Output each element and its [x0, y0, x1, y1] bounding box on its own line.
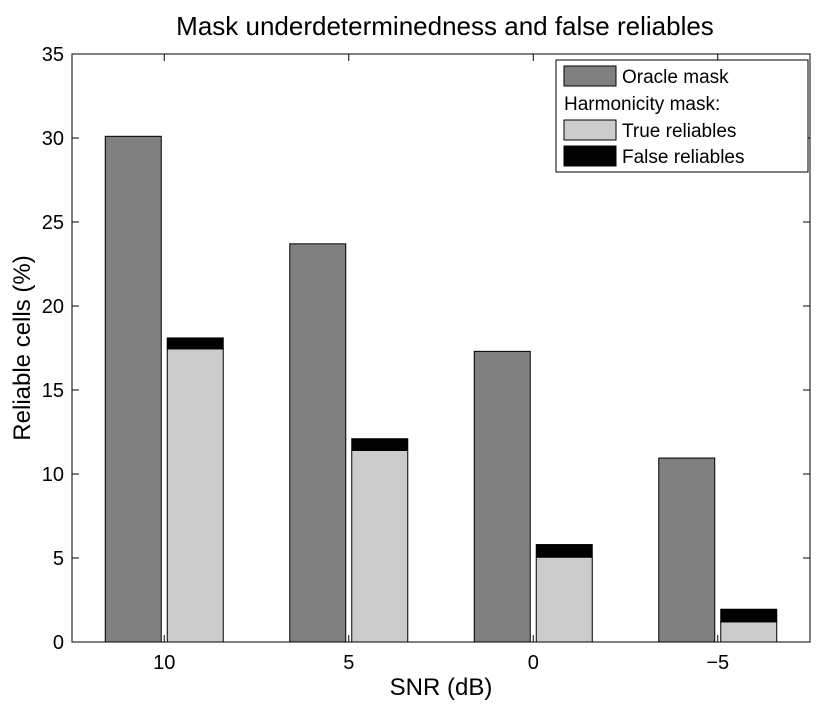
- chart-title: Mask underdeterminedness and false relia…: [176, 11, 714, 41]
- y-tick-label: 30: [42, 128, 64, 150]
- legend-label: True reliables: [622, 121, 736, 142]
- bar-oracle-mask: [289, 243, 347, 643]
- bar-true-reliables: [720, 621, 778, 643]
- y-tick-label: 25: [42, 212, 64, 234]
- bar-true-reliables: [166, 348, 224, 643]
- legend-label: Oracle mask: [622, 67, 729, 88]
- bar-oracle-mask: [104, 135, 162, 643]
- x-tick-label: 10: [153, 652, 175, 674]
- plot-frame: [71, 53, 811, 643]
- legend-swatch: [563, 65, 617, 87]
- bar-false-reliables: [535, 544, 593, 558]
- bar-false-reliables: [166, 337, 224, 350]
- legend-swatch: [563, 119, 617, 141]
- legend-heading: Harmonicity mask:: [564, 94, 720, 115]
- y-tick-label: 20: [42, 296, 64, 318]
- bar-false-reliables: [351, 438, 409, 451]
- y-axis-label: Reliable cells (%): [9, 255, 36, 440]
- bar-oracle-mask: [658, 457, 716, 643]
- y-tick-label: 15: [42, 380, 64, 402]
- bar-false-reliables: [720, 608, 778, 623]
- y-tick-label: 35: [42, 44, 64, 66]
- x-axis-ticks: 10 5 0 −5: [153, 54, 729, 674]
- x-axis-label: SNR (dB): [390, 674, 493, 701]
- bar-true-reliables: [351, 449, 409, 643]
- bar-true-reliables: [535, 556, 593, 643]
- y-tick-label: 0: [53, 632, 64, 654]
- x-tick-label: 0: [528, 652, 539, 674]
- bar-oracle-mask: [473, 350, 531, 643]
- x-tick-label: 5: [343, 652, 354, 674]
- legend-label: False reliables: [622, 147, 745, 168]
- y-tick-label: 5: [53, 548, 64, 570]
- y-axis-ticks: 0 5 10 15 20 25 30 35: [42, 44, 810, 654]
- y-tick-label: 10: [42, 464, 64, 486]
- legend: Oracle mask Harmonicity mask: True reliabl…: [555, 59, 809, 173]
- x-tick-label: −5: [706, 652, 729, 674]
- legend-swatch: [563, 145, 617, 167]
- bars: [104, 135, 778, 643]
